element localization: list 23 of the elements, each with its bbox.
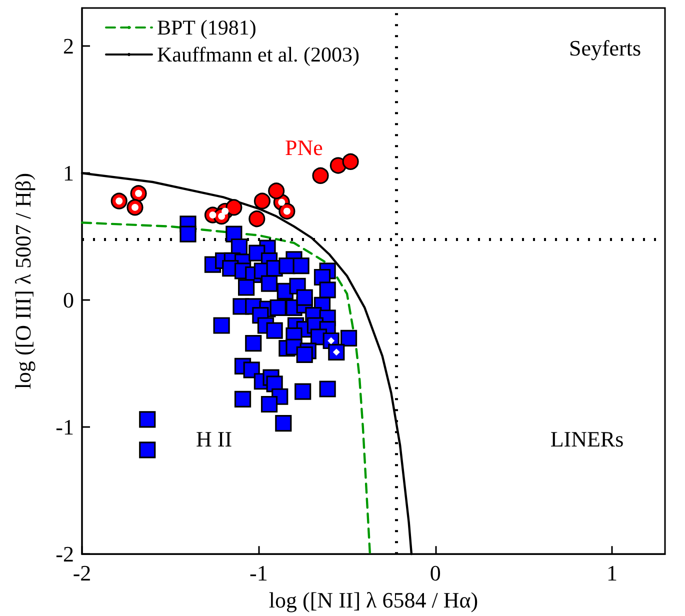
point: [248, 210, 266, 228]
legend-label: BPT (1981): [157, 16, 256, 40]
y-tick-label: -2: [56, 542, 74, 567]
x-axis-title: log ([N II] λ 6584 / Hα): [268, 588, 478, 612]
annotation: H II: [196, 426, 232, 452]
x-tick-label: 1: [606, 560, 618, 586]
y-axis-title: log ([O III] λ 5007 / Hβ): [10, 172, 36, 390]
y-tick-label: 0: [63, 288, 74, 313]
point: [268, 182, 285, 200]
y-tick-label: 2: [63, 34, 74, 59]
x-tick-label: -1: [250, 560, 268, 586]
annotation: LINERs: [550, 426, 624, 452]
point: [226, 199, 242, 216]
y-tick-label: 1: [63, 160, 74, 186]
line-series: [80, 222, 372, 556]
annotation: Seyferts: [568, 36, 642, 60]
point: [254, 192, 270, 210]
y-tick-label: -1: [56, 414, 74, 440]
point: [312, 167, 329, 184]
point: [342, 153, 359, 170]
x-tick-label: 0: [430, 560, 441, 586]
legend-label: Kauffmann et al. (2003): [157, 42, 360, 66]
series-label: PNe: [285, 135, 323, 160]
